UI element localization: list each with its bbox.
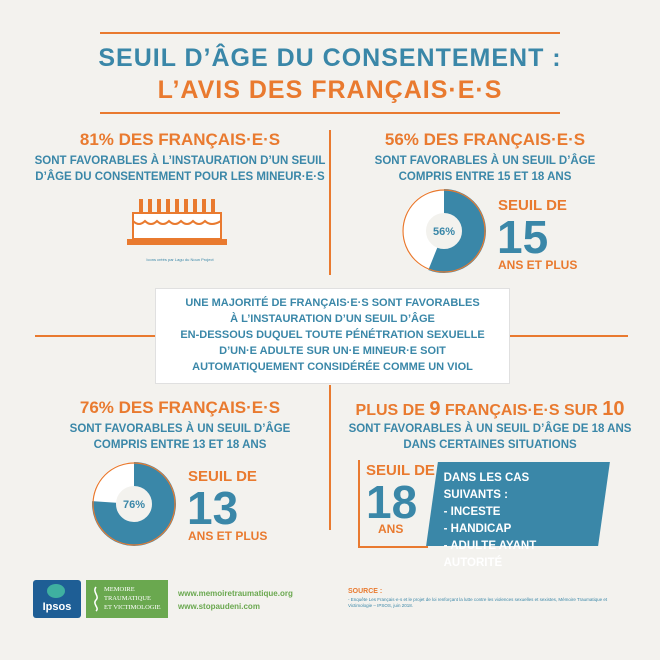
q2-donut-arc bbox=[402, 189, 486, 273]
mtv-logo-line2: TRAUMATIQUE bbox=[104, 595, 151, 602]
q4-cases-box: DANS LES CAS SUIVANTS : - INCESTE - HAND… bbox=[426, 462, 610, 569]
q4-case-1: - INCESTE bbox=[443, 506, 501, 518]
q3-age: 13 bbox=[187, 482, 239, 534]
page-title-line1: SEUIL D’ÂGE DU CONSENTEMENT : bbox=[98, 44, 562, 72]
horizontal-divider-right bbox=[508, 335, 628, 337]
title-top-rule bbox=[100, 32, 560, 34]
q3-ans: ANS ET PLUS bbox=[188, 529, 268, 543]
q2-label: DES FRANÇAIS·E·S bbox=[423, 130, 586, 149]
page-title-line2: L’AVIS DES FRANÇAIS·E·S bbox=[157, 76, 503, 104]
q4-sub2: DANS CERTAINES SITUATIONS bbox=[403, 439, 577, 451]
ipsos-logo: Ipsos bbox=[33, 580, 81, 618]
source-title: SOURCE : bbox=[348, 588, 383, 595]
q2-sub1: SONT FAVORABLES À UN SEUIL D’ÂGE bbox=[374, 155, 596, 167]
q3-percent: 76% bbox=[79, 398, 114, 417]
mtv-logo-line1: MEMOIRE bbox=[104, 586, 135, 593]
q4-sub1: SONT FAVORABLES À UN SEUIL D’ÂGE DE 18 A… bbox=[348, 423, 632, 435]
link-stopaudeni[interactable]: www.stopaudeni.com bbox=[178, 602, 260, 611]
q3-label: DES FRANÇAIS·E·S bbox=[118, 398, 281, 417]
center-line-2: À L’INSTAURATION D’UN SEUIL D’ÂGE bbox=[230, 313, 435, 325]
center-line-5: AUTOMATIQUEMENT CONSIDÉRÉE COMME UN VIOL bbox=[192, 361, 473, 373]
q2-percent: 56% bbox=[384, 130, 419, 149]
q2-donut-chart: 56% bbox=[402, 189, 486, 273]
mtv-logo: MEMOIRE TRAUMATIQUE ET VICTIMOLOGIE bbox=[86, 580, 168, 618]
center-line-4: D’UN·E ADULTE SUR UN·E MINEUR·E SOIT bbox=[219, 345, 446, 357]
horizontal-divider-left bbox=[35, 335, 155, 337]
center-line-3: EN-DESSOUS DUQUEL TOUTE PÉNÉTRATION SEXU… bbox=[180, 329, 485, 341]
mtv-logo-icon bbox=[94, 586, 98, 612]
q3-donut-arc bbox=[92, 462, 176, 546]
q4-n1: 9 bbox=[429, 398, 441, 420]
q4-ans: ANS bbox=[378, 522, 404, 536]
q1-label: DES FRANÇAIS·E·S bbox=[118, 130, 281, 149]
ipsos-logo-text: Ipsos bbox=[42, 601, 72, 613]
birthday-cake-icon bbox=[127, 199, 227, 245]
q3-stat: 76% DES FRANÇAIS·E·S bbox=[40, 398, 320, 418]
q4-pre: PLUS DE bbox=[355, 402, 425, 419]
q4-cases-title: DANS LES CAS SUIVANTS : bbox=[443, 472, 530, 501]
q2-age: 15 bbox=[497, 211, 549, 263]
q1-sub2: D’ÂGE DU CONSENTEMENT POUR LES MINEUR·E·… bbox=[35, 171, 325, 183]
q3-sub2: COMPRIS ENTRE 13 ET 18 ANS bbox=[93, 439, 267, 451]
q4-age: 18 bbox=[366, 476, 418, 528]
q3-donut-label: 76% bbox=[123, 499, 145, 511]
title-bottom-rule bbox=[100, 112, 560, 114]
q4-case-2: - HANDICAP bbox=[443, 523, 512, 535]
q4-case-3: - ADULTE AYANT AUTORITÉ bbox=[443, 540, 537, 569]
q4-mid: FRANÇAIS·E·S SUR bbox=[444, 402, 598, 419]
link-memoiretraumatique[interactable]: www.memoiretraumatique.org bbox=[178, 589, 293, 598]
q4-seuil-de: SEUIL DE bbox=[366, 462, 435, 479]
source-text: - Enquête Les Français·e·s et le projet … bbox=[348, 597, 608, 608]
q1-stat: 81% DES FRANÇAIS·E·S bbox=[40, 130, 320, 150]
vertical-divider-top bbox=[329, 130, 331, 275]
q4-n2: 10 bbox=[602, 398, 625, 420]
q4-seuil-frame bbox=[358, 460, 428, 548]
q1-sub1: SONT FAVORABLES À L’INSTAURATION D’UN SE… bbox=[34, 155, 326, 167]
center-statement-box: UNE MAJORITÉ DE FRANÇAIS·E·S SONT FAVORA… bbox=[155, 288, 510, 384]
q2-ans: ANS ET PLUS bbox=[498, 258, 578, 272]
center-line-1: UNE MAJORITÉ DE FRANÇAIS·E·S SONT FAVORA… bbox=[185, 297, 480, 309]
q4-stat: PLUS DE 9 FRANÇAIS·E·S SUR 10 bbox=[340, 398, 640, 421]
mtv-logo-line3: ET VICTIMOLOGIE bbox=[104, 604, 161, 611]
q2-seuil-de: SEUIL DE bbox=[498, 197, 567, 214]
vertical-divider-bottom bbox=[329, 385, 331, 530]
q2-sub2: COMPRIS ENTRE 15 ET 18 ANS bbox=[398, 171, 572, 183]
q3-donut-chart: 76% bbox=[92, 462, 176, 546]
q3-seuil-de: SEUIL DE bbox=[188, 468, 257, 485]
q3-sub1: SONT FAVORABLES À UN SEUIL D’ÂGE bbox=[69, 423, 291, 435]
q1-percent: 81% bbox=[79, 130, 114, 149]
q2-donut-label: 56% bbox=[433, 226, 455, 238]
q1-icon-credit: Icons créés par Lagu du Noun Project bbox=[146, 257, 214, 262]
q2-stat: 56% DES FRANÇAIS·E·S bbox=[345, 130, 625, 150]
